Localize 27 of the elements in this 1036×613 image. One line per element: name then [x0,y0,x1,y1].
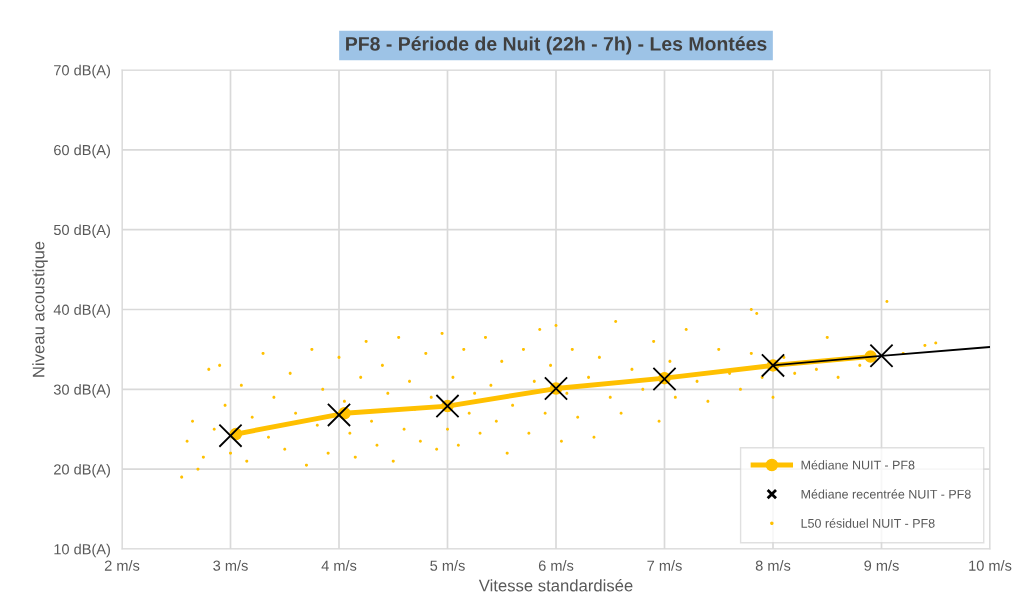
legend-label: Médiane recentrée NUIT - PF8 [801,489,971,499]
x-tick-label: 2 m/s [104,560,140,571]
point [435,394,460,419]
x-tick-label: 6 m/s [538,560,574,571]
x-tick-label: 9 m/s [864,560,899,571]
x-tick-label: 3 m/s [213,560,248,571]
y-tick-label: 60 dB(A) [54,144,110,159]
y-axis-title: Niveau acoustique [32,241,48,377]
legend-label: L50 résiduel NUIT - PF8 [801,518,935,528]
chart-title: PF8 - Période de Nuit (22h - 7h) - Les Montées [346,36,767,55]
x-axis-title: Vitesse standardisée [478,579,633,592]
x-tick-label: 4 m/s [321,560,357,571]
legend-label: Médiane NUIT - PF8 [801,460,915,470]
y-tick-label: 30 dB(A) [53,384,110,398]
x-tick-label: 5 m/s [430,560,465,571]
y-tick-label: 10 dB(A) [54,543,110,558]
y-tick-label: 20 dB(A) [54,463,110,478]
y-tick-label: 70 dB(A) [54,64,110,79]
x-tick-label: 10 m/s [969,560,1012,571]
x-tick-label: 8 m/s [755,560,791,571]
point [326,402,352,427]
point [652,366,677,391]
x-tick-label: 7 m/s [647,560,682,571]
y-tick-label: 40 dB(A) [53,304,110,318]
y-tick-label: 50 dB(A) [53,224,110,238]
point [543,376,569,401]
point [218,423,243,448]
